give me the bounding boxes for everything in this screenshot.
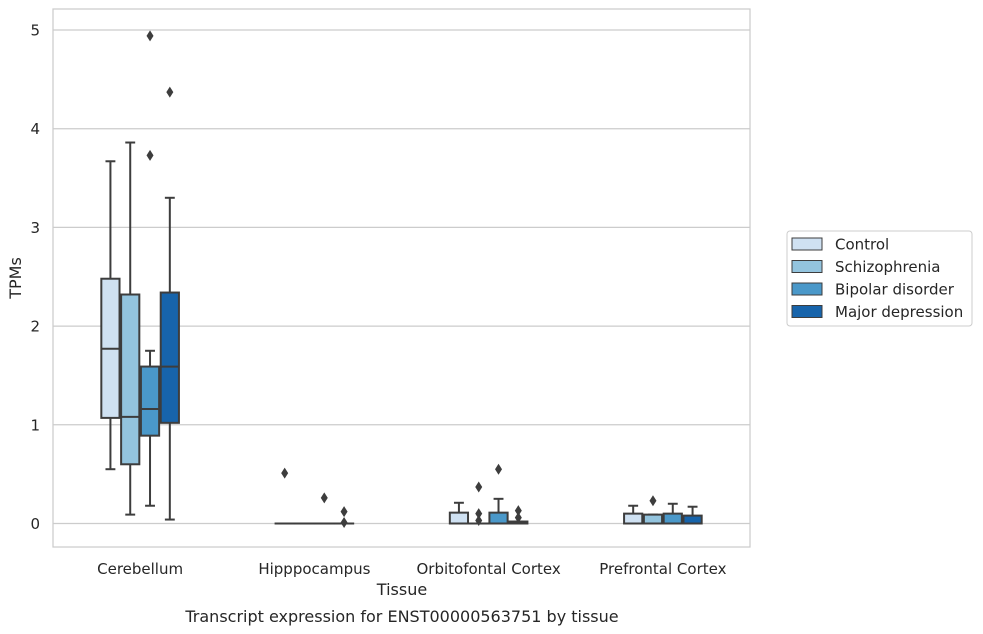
box-bipolar-disorder bbox=[314, 492, 335, 525]
outlier-point bbox=[649, 495, 657, 507]
x-tick-label: Prefrontal Cortex bbox=[599, 560, 726, 578]
x-tick-label: Orbitofontal Cortex bbox=[417, 560, 561, 578]
y-tick-label: 5 bbox=[30, 22, 40, 40]
y-tick-label: 4 bbox=[30, 120, 40, 138]
x-tick-label: Cerebellum bbox=[97, 560, 183, 578]
box-major-depression bbox=[682, 505, 703, 525]
outlier-point bbox=[514, 512, 522, 524]
iqr-box bbox=[139, 365, 161, 437]
legend-swatch bbox=[791, 260, 823, 273]
legend-label: Schizophrenia bbox=[835, 258, 940, 276]
box-bipolar-disorder bbox=[488, 463, 509, 525]
box-schizophrenia bbox=[642, 495, 664, 525]
outlier-point bbox=[475, 515, 483, 527]
outlier-point bbox=[166, 86, 174, 98]
plot-frame bbox=[52, 8, 751, 548]
outlier-point bbox=[475, 481, 483, 493]
legend-label: Bipolar disorder bbox=[835, 281, 955, 299]
y-tick-label: 2 bbox=[30, 318, 40, 336]
y-tick-label: 1 bbox=[30, 416, 40, 434]
outlier-point bbox=[281, 467, 289, 479]
boxes bbox=[100, 30, 703, 529]
iqr-box bbox=[120, 293, 141, 466]
y-axis-label: TPMs bbox=[6, 257, 25, 300]
box-control bbox=[448, 501, 470, 525]
iqr-box bbox=[682, 514, 703, 525]
y-tick-label: 0 bbox=[30, 515, 40, 533]
legend-label: Major depression bbox=[835, 303, 963, 321]
box-bipolar-disorder bbox=[139, 30, 161, 507]
iqr-box bbox=[662, 512, 683, 525]
outlier-point bbox=[340, 506, 348, 518]
iqr-box bbox=[448, 511, 470, 525]
outlier-point bbox=[475, 508, 483, 520]
plot-background bbox=[53, 9, 750, 547]
box-control bbox=[274, 467, 295, 525]
box-control bbox=[623, 504, 644, 525]
box-major-depression bbox=[159, 86, 180, 521]
iqr-box bbox=[159, 291, 180, 424]
box-schizophrenia bbox=[120, 141, 141, 516]
y-axis-ticks: 0 1 2 3 4 5 bbox=[30, 22, 40, 534]
legend-swatch bbox=[791, 305, 823, 318]
outlier-point bbox=[146, 30, 154, 42]
outlier-point bbox=[146, 149, 154, 161]
legend-frame bbox=[786, 230, 973, 327]
box-control bbox=[100, 160, 121, 471]
x-axis-ticks: Cerebellum Hipppocampus Orbitofontal Corte… bbox=[97, 560, 726, 578]
chart-caption: Transcript expression for ENST0000056375… bbox=[184, 607, 618, 626]
legend-label: Control bbox=[835, 236, 889, 254]
outlier-point bbox=[320, 492, 328, 504]
box-schizophrenia bbox=[468, 481, 489, 527]
legend-swatch bbox=[791, 282, 823, 296]
x-tick-label: Hipppocampus bbox=[258, 560, 370, 578]
iqr-box bbox=[642, 513, 664, 525]
outlier-point bbox=[495, 463, 503, 475]
iqr-box bbox=[488, 511, 509, 525]
outlier-point bbox=[514, 505, 522, 517]
box-major-depression bbox=[508, 505, 529, 525]
legend-swatch bbox=[791, 237, 823, 251]
legend-items: Control Schizophrenia Bipolar disorder Majo… bbox=[791, 236, 963, 321]
x-axis-label: Tissue bbox=[376, 580, 427, 599]
outlier-point bbox=[340, 517, 348, 529]
box-bipolar-disorder bbox=[662, 502, 683, 525]
iqr-box bbox=[623, 512, 644, 525]
legend: Control Schizophrenia Bipolar disorder Majo… bbox=[786, 230, 973, 327]
box-major-depression bbox=[333, 506, 355, 529]
y-tick-label: 3 bbox=[30, 219, 40, 237]
